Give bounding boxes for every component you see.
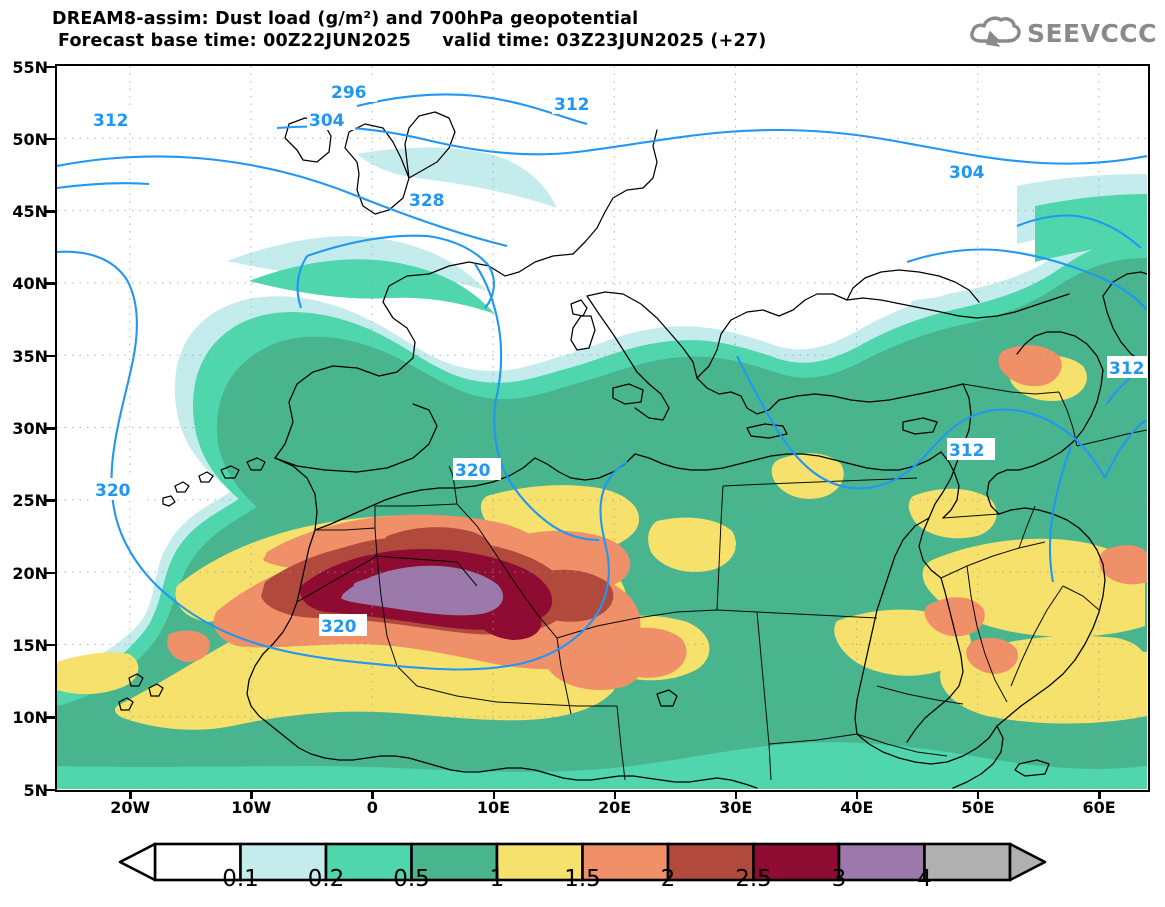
svg-text:312: 312 (93, 111, 129, 131)
svg-text:304: 304 (949, 163, 985, 183)
svg-text:312: 312 (1109, 359, 1145, 379)
colorbar-label-1.5: 1.5 (564, 866, 601, 892)
map-canvas: 296 304 312 312 304 328 312 320 320 320 (57, 66, 1147, 789)
svg-text:312: 312 (949, 441, 985, 461)
lon-label-10W: 10W (231, 798, 272, 817)
colorbar-label-2: 2 (660, 866, 676, 892)
cloud-icon (969, 14, 1021, 52)
lon-label-50E: 50E (961, 798, 995, 817)
title-block: DREAM8-assim: Dust load (g/m²) and 700hP… (52, 8, 766, 53)
colorbar-cell[interactable] (495, 842, 584, 882)
lat-tick (46, 354, 55, 358)
map-plot-area[interactable]: 296 304 312 312 304 328 312 320 320 320 (55, 64, 1150, 792)
lon-label-20E: 20E (598, 798, 632, 817)
colorbar-label-0.5: 0.5 (393, 866, 430, 892)
lat-label-40N: 40N (12, 274, 48, 294)
colorbar-cell[interactable] (666, 842, 755, 882)
lon-tick (976, 790, 980, 799)
lon-tick (129, 790, 132, 799)
lat-tick (46, 65, 55, 68)
geopotential-contours (57, 93, 1147, 671)
svg-text:320: 320 (321, 617, 357, 637)
map-coastlines (118, 111, 1147, 789)
lon-label-30E: 30E (719, 798, 753, 817)
lat-tick (46, 643, 55, 647)
lon-tick (492, 790, 495, 799)
lat-label-45N: 45N (12, 202, 48, 222)
svg-text:320: 320 (95, 481, 131, 501)
colorbar-label-4: 4 (917, 866, 932, 892)
page-title: DREAM8-assim: Dust load (g/m²) and 700hP… (52, 9, 639, 29)
svg-text:320: 320 (455, 461, 491, 481)
seevccc-logo: SEEVCCC (969, 14, 1157, 52)
forecast-time-line: Forecast base time: 00Z22JUN2025 valid t… (58, 31, 767, 52)
lon-tick (371, 790, 374, 799)
colorbar-label-3: 3 (831, 866, 847, 892)
lat-tick (46, 210, 55, 213)
lat-tick (46, 282, 55, 285)
lon-label-0: 0 (366, 798, 378, 817)
lat-label-15N: 15N (12, 635, 48, 655)
svg-text:296: 296 (331, 83, 367, 103)
colorbar-label-2.5: 2.5 (735, 866, 772, 892)
lat-tick (46, 137, 55, 141)
map-gridlines (57, 66, 1147, 789)
colorbar-label-0.1: 0.1 (222, 866, 259, 892)
svg-text:312: 312 (554, 95, 590, 115)
lat-label-35N: 35N (12, 346, 48, 366)
lon-label-20W: 20W (110, 798, 151, 817)
lat-label-30N: 30N (12, 419, 48, 438)
colorbar-extend-high (1008, 842, 1047, 882)
lat-tick (46, 427, 55, 430)
logo-text: SEEVCCC (1026, 18, 1157, 48)
lat-label-55N: 55N (12, 57, 48, 77)
colorbar[interactable]: 0.1 0.2 0.5 1 1.5 2 2.5 3 4 (0, 840, 1165, 907)
lat-tick (46, 788, 55, 791)
colorbar-label-1: 1 (489, 866, 505, 892)
lon-tick (613, 790, 617, 799)
lon-tick (855, 790, 859, 799)
lat-tick (46, 499, 55, 502)
colorbar-extend-low (118, 842, 157, 882)
lon-tick (1098, 790, 1101, 799)
lat-label-50N: 50N (12, 129, 48, 149)
lat-label-25N: 25N (12, 491, 48, 511)
lon-label-10E: 10E (476, 798, 511, 817)
lat-label-5N: 5N (23, 780, 48, 800)
colorbar-swatches (118, 842, 1047, 882)
contour-labels: 296 304 312 312 304 328 312 320 320 320 (91, 80, 1147, 637)
lat-label-20N: 20N (12, 563, 48, 583)
svg-text:328: 328 (409, 191, 445, 211)
svg-text:304: 304 (309, 111, 345, 131)
lon-tick (250, 790, 253, 799)
lat-tick (46, 571, 55, 575)
lon-label-40E: 40E (840, 798, 874, 817)
lon-tick (734, 790, 738, 799)
lon-label-60E: 60E (1082, 798, 1116, 817)
colorbar-cell[interactable] (752, 842, 841, 882)
lat-label-10N: 10N (12, 708, 48, 728)
lat-tick (46, 716, 55, 719)
colorbar-label-0.2: 0.2 (307, 866, 345, 892)
colorbar-cell[interactable] (581, 842, 670, 882)
